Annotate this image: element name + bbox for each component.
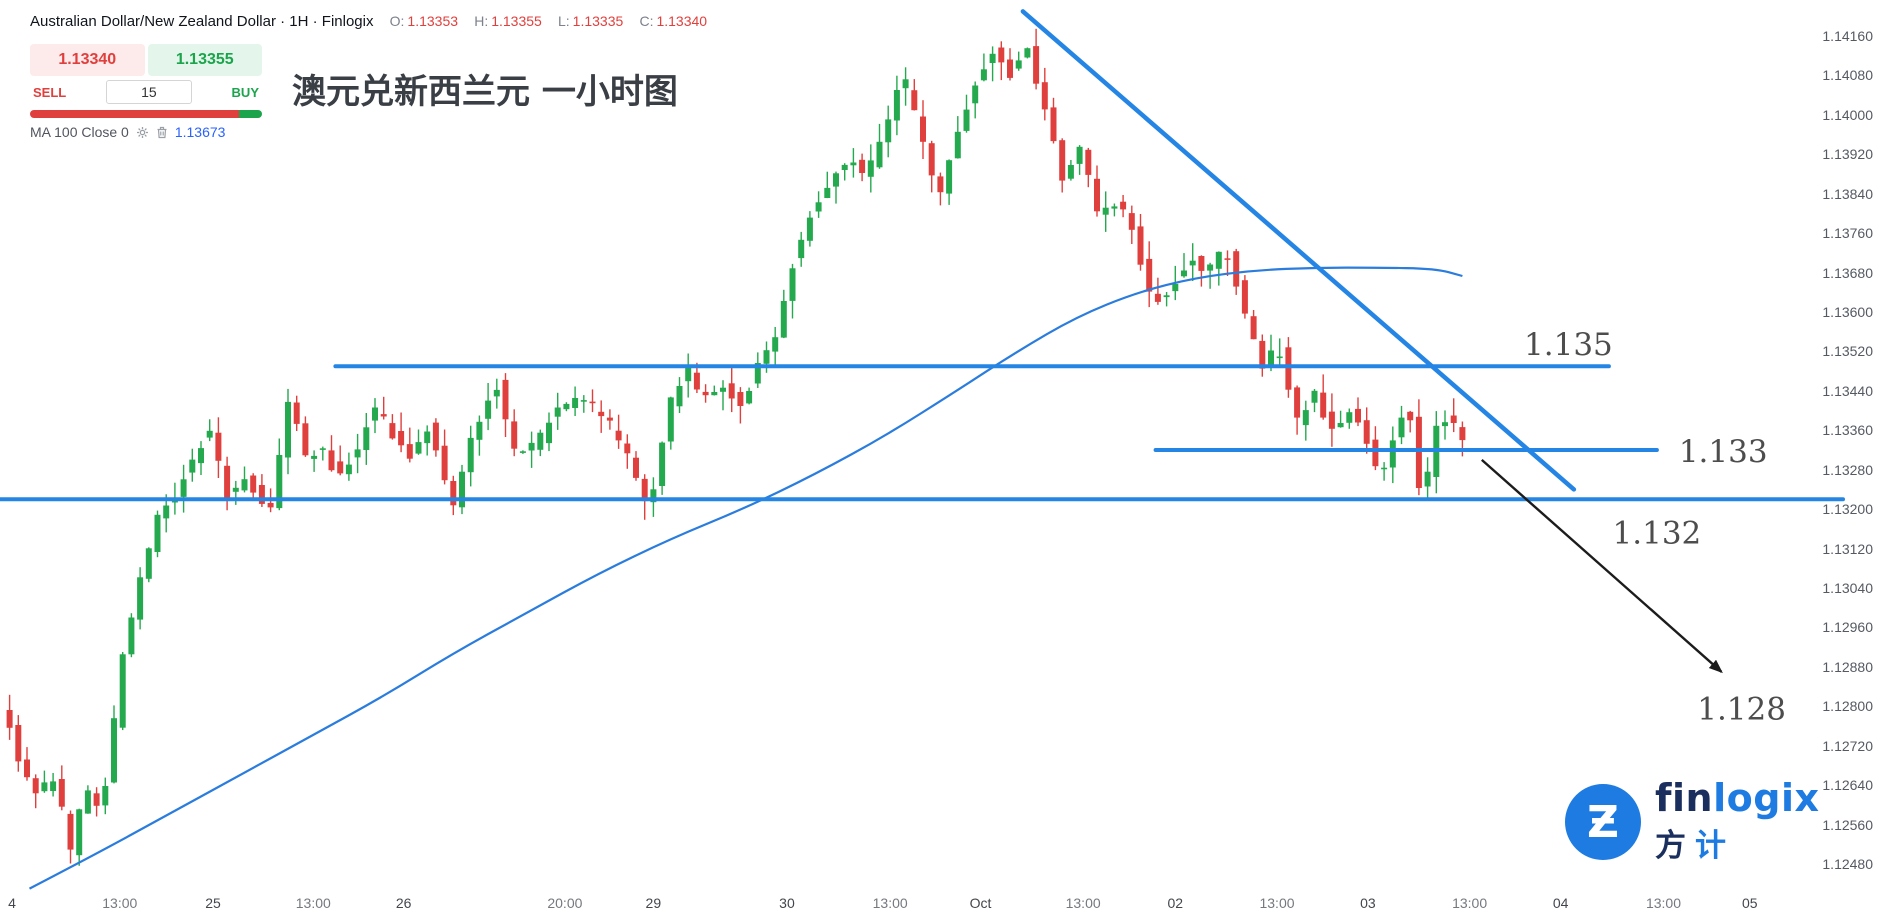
price-label[interactable]: 1.132 [1613, 515, 1702, 551]
price-axis-label: 1.13200 [1822, 501, 1873, 518]
quantity-input[interactable] [105, 80, 192, 104]
time-axis-label: 13:00 [1259, 895, 1295, 911]
time-axis-label: 02 [1167, 895, 1184, 911]
price-axis-label: 1.14160 [1822, 28, 1873, 44]
price-axis-label: 1.12640 [1822, 777, 1873, 794]
ohlc-close-label: C: [639, 13, 654, 29]
price-axis-label: 1.12800 [1822, 698, 1873, 715]
ohlc-high-value: 1.13355 [491, 13, 542, 29]
price-axis-label: 1.13280 [1822, 461, 1873, 478]
time-axis[interactable]: 4 13:00 25 13:00 26 20:00 29 30 13:00 Oct 13:00 02 1… [0, 890, 1879, 918]
indicator-legend: MA 100 Close 0 1.13673 [30, 124, 225, 140]
time-axis-label: 04 [1552, 895, 1569, 911]
page-title: 澳元兑新西兰元 一小时图 [292, 72, 678, 112]
svg-text:Ƶ: Ƶ [1587, 797, 1619, 848]
time-axis-label: 20:00 [547, 895, 583, 911]
price-axis-label: 1.13840 [1822, 185, 1873, 202]
time-axis-label: 29 [645, 895, 662, 911]
sell-price-button[interactable]: 1.13340 [30, 44, 145, 76]
indicator-value: 1.13673 [174, 124, 226, 140]
delete-trash-icon[interactable] [156, 126, 168, 139]
candles-layer [6, 28, 1466, 866]
trend-line[interactable] [1020, 9, 1577, 492]
ohlc-close-value: 1.13340 [656, 13, 708, 29]
time-axis-label: 13:00 [1065, 895, 1101, 911]
sell-button[interactable]: SELL [33, 84, 67, 100]
finlogix-logo-text: finlogix 方计 [1655, 779, 1820, 865]
projection-arrow[interactable] [1481, 459, 1723, 674]
finlogix-wordmark: finlogix [1655, 776, 1820, 820]
price-axis[interactable]: 1.14160 1.14080 1.14000 1.13920 1.13840 1.137… [1807, 0, 1879, 918]
symbol-title: Australian Dollar/New Zealand Dollar · 1… [30, 13, 374, 30]
price-axis-label: 1.13920 [1822, 146, 1873, 163]
buy-button[interactable]: BUY [231, 84, 259, 100]
price-label[interactable]: 1.128 [1697, 692, 1786, 728]
price-label[interactable]: 1.133 [1679, 434, 1768, 470]
price-axis-label: 1.13120 [1822, 540, 1873, 557]
ma-line[interactable] [28, 266, 1463, 890]
price-axis-label: 1.12960 [1822, 619, 1873, 636]
price-axis-label: 1.12720 [1822, 737, 1873, 754]
sentiment-bar-sell [30, 110, 239, 118]
ohlc-low-value: 1.13335 [572, 13, 624, 29]
ohlc-open-label: O: [389, 13, 405, 29]
ohlc-low-label: L: [557, 13, 570, 29]
price-axis-label: 1.14080 [1822, 67, 1873, 84]
time-axis-label: Oct [969, 895, 992, 911]
ohlc-open-value: 1.13353 [407, 13, 459, 29]
finlogix-logo: Ƶ finlogix 方计 [1564, 779, 1820, 865]
price-axis-label: 1.13520 [1822, 343, 1873, 360]
time-axis-label: 03 [1360, 895, 1376, 911]
time-axis-label: 25 [205, 895, 221, 911]
time-axis-label: 13:00 [872, 895, 908, 911]
time-axis-label: 05 [1741, 895, 1758, 911]
price-axis-label: 1.13040 [1822, 580, 1873, 596]
price-axis-label: 1.13360 [1822, 422, 1873, 439]
price-axis-label: 1.13600 [1822, 304, 1873, 320]
price-label[interactable]: 1.135 [1524, 327, 1613, 363]
buy-price-button[interactable]: 1.13355 [147, 44, 262, 76]
finlogix-cjk-mark: 方计 [1655, 828, 1735, 864]
time-axis-label: 13:00 [1452, 895, 1488, 911]
time-axis-label: 26 [395, 895, 412, 911]
settings-gear-icon[interactable] [136, 126, 149, 139]
time-axis-label: 13:00 [102, 895, 138, 911]
price-axis-label: 1.13760 [1822, 225, 1873, 242]
ohlc-high-label: H: [474, 13, 489, 29]
price-axis-label: 1.13680 [1822, 264, 1873, 281]
time-axis-label: 4 [8, 895, 16, 911]
price-axis-label: 1.14000 [1822, 106, 1873, 123]
time-axis-label: 13:00 [1645, 895, 1682, 911]
time-axis-label: 30 [779, 895, 795, 911]
sentiment-bar [30, 110, 262, 118]
price-axis-label: 1.12480 [1822, 856, 1873, 872]
indicator-label: MA 100 Close 0 [30, 124, 129, 140]
order-widget: 1.13340 1.13355 SELL BUY [30, 44, 262, 118]
chart-legend: Australian Dollar/New Zealand Dollar · 1… [30, 13, 707, 30]
price-axis-label: 1.12880 [1822, 658, 1873, 675]
price-axis-label: 1.13440 [1822, 382, 1873, 399]
time-axis-label: 13:00 [295, 895, 331, 911]
finlogix-logo-icon: Ƶ [1565, 784, 1641, 860]
sentiment-bar-buy [238, 110, 262, 118]
price-axis-label: 1.12560 [1822, 816, 1873, 833]
